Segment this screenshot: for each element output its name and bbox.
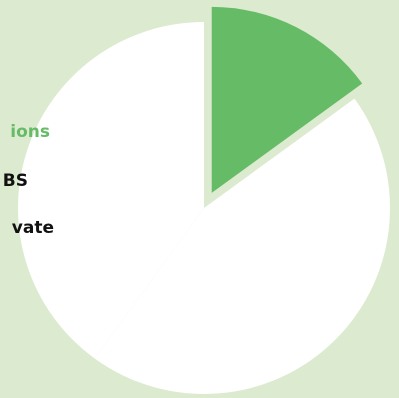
pie-slice [17, 22, 204, 359]
legend-label: vate [12, 218, 54, 238]
legend-label: ions [10, 122, 50, 142]
legend-label: BS [3, 171, 28, 191]
pie-slice [94, 98, 391, 395]
pie-slice [211, 6, 363, 193]
